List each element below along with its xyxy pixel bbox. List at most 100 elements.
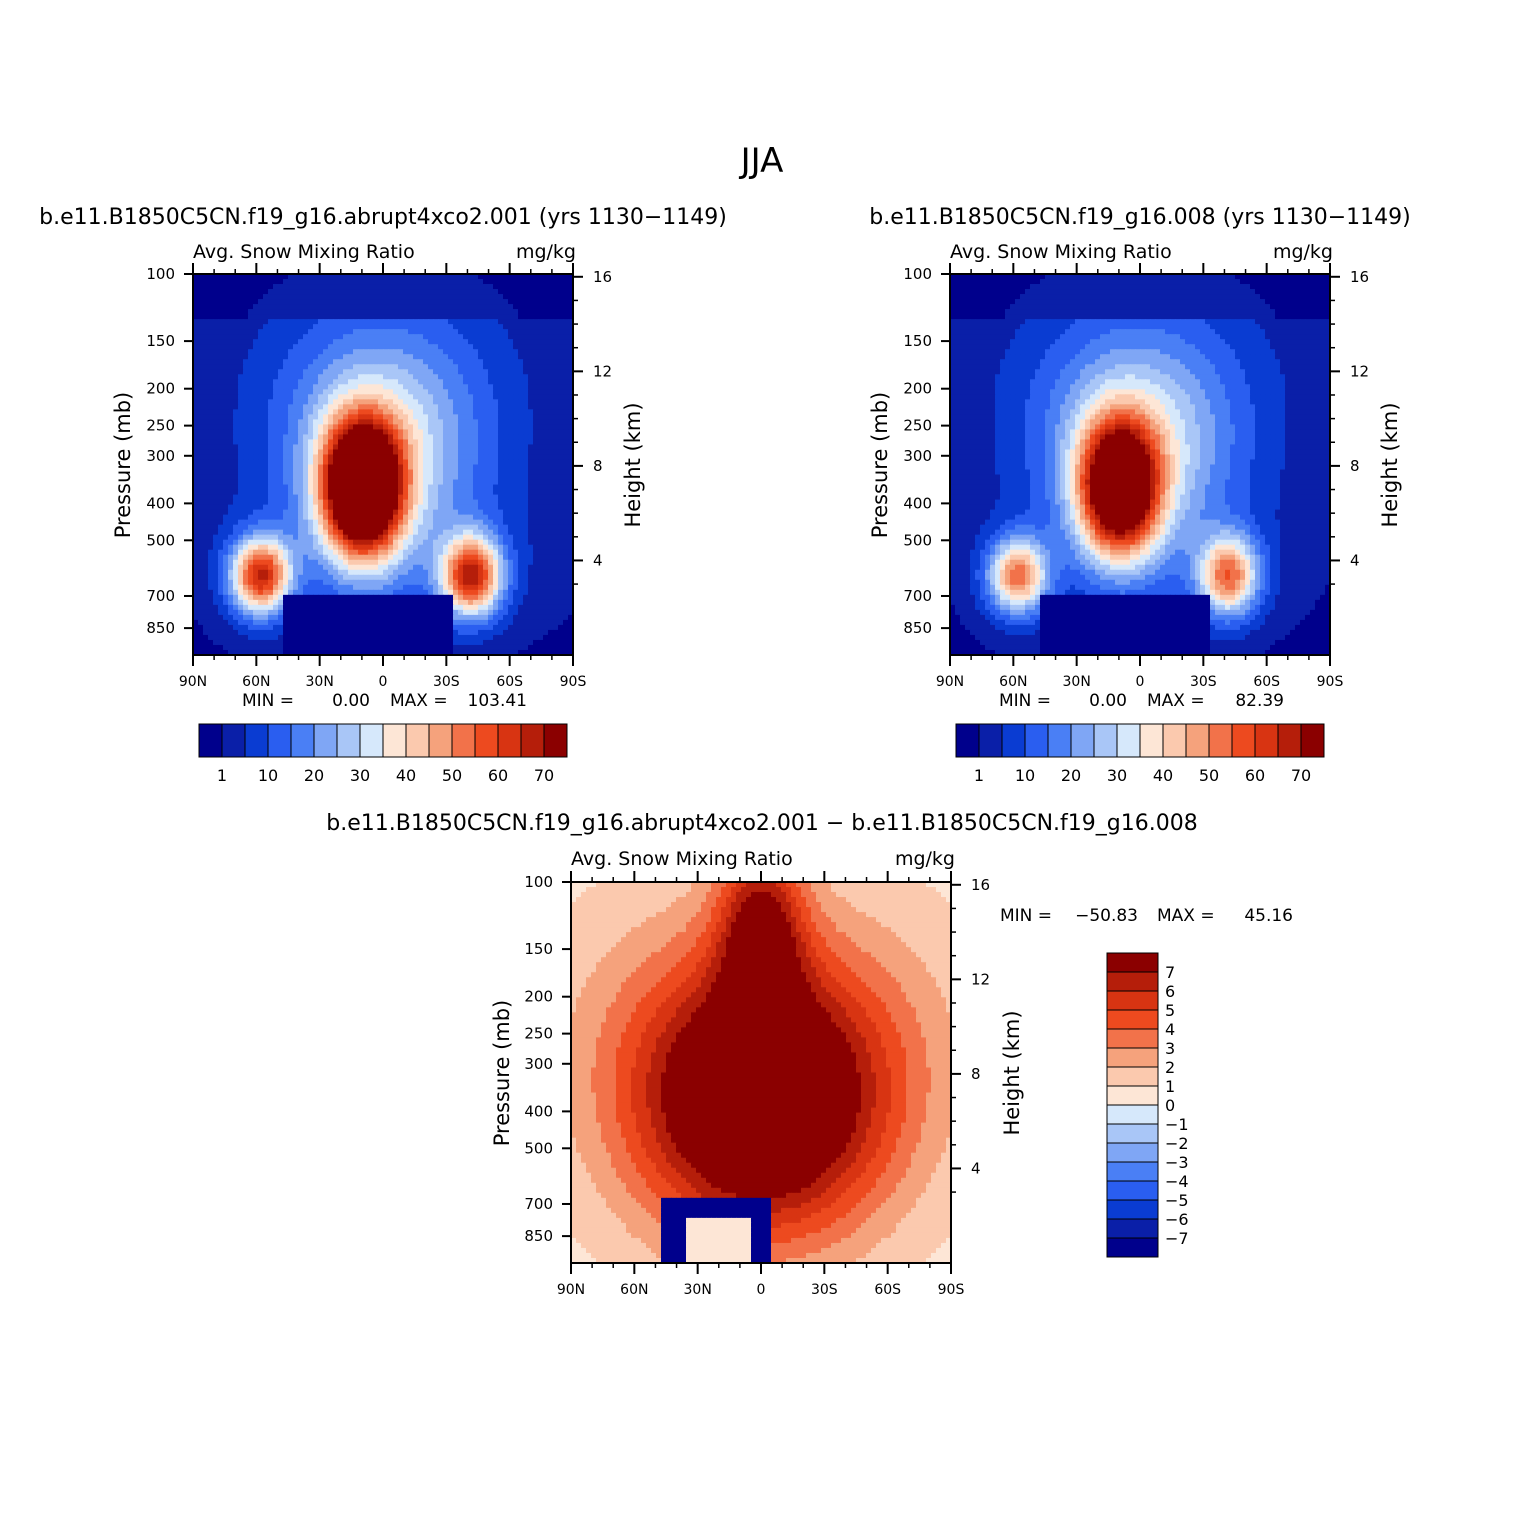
contour-cell [523, 339, 529, 345]
contour-cell [338, 549, 344, 556]
contour-cell [438, 524, 444, 531]
contour-cell [213, 449, 219, 456]
contour-cell [268, 399, 274, 405]
contour-cell [398, 574, 404, 581]
contour-cell [263, 289, 269, 295]
contour-cell [493, 319, 499, 325]
contour-cell [413, 569, 419, 576]
contour-cell [463, 434, 469, 441]
contour-cell [473, 519, 479, 526]
contour-cell [518, 344, 524, 350]
contour-cell [308, 554, 314, 561]
contour-cell [208, 409, 214, 415]
contour-cell [358, 569, 364, 576]
contour-cell [248, 339, 254, 345]
contour-cell [458, 474, 464, 481]
contour-cell [508, 424, 514, 430]
contour-cell [453, 274, 459, 280]
contour-cell [273, 274, 279, 280]
contour-cell [558, 494, 564, 501]
contour-cell [253, 294, 259, 300]
contour-cell [513, 314, 519, 320]
contour-cell [198, 454, 204, 461]
contour-cell [543, 584, 549, 591]
contour-cell [513, 594, 519, 601]
contour-cell [233, 369, 239, 375]
contour-cell [503, 349, 509, 355]
contour-cell [223, 329, 229, 335]
contour-cell [563, 519, 569, 526]
contour-cell [298, 284, 304, 290]
contour-cell [393, 569, 399, 576]
contour-cell [323, 274, 329, 280]
contour-cell [243, 394, 249, 400]
contour-cell [273, 359, 279, 365]
contour-cell [408, 379, 414, 385]
contour-cell [198, 399, 204, 405]
contour-cell [383, 389, 389, 395]
contour-cell [448, 549, 454, 556]
contour-cell [313, 299, 319, 305]
contour-cell [393, 514, 399, 521]
contour-cell [443, 394, 449, 400]
contour-cell [338, 279, 344, 285]
contour-cell [363, 384, 369, 390]
contour-cell [203, 559, 209, 566]
contour-cell [423, 494, 429, 501]
contour-cell [303, 384, 309, 390]
contour-cell [358, 459, 364, 466]
contour-cell [203, 474, 209, 481]
contour-cell [328, 454, 334, 461]
contour-cell [443, 389, 449, 395]
contour-cell [283, 359, 289, 365]
contour-cell [443, 434, 449, 441]
contour-cell [353, 454, 359, 461]
contour-cell [543, 504, 549, 511]
contour-cell [218, 524, 224, 531]
contour-cell [208, 399, 214, 405]
contour-cell [318, 509, 324, 516]
contour-cell [498, 504, 504, 511]
contour-cell [228, 274, 234, 280]
contour-cell [483, 554, 489, 561]
contour-cell [463, 414, 469, 420]
contour-cell [493, 549, 499, 556]
contour-cell [308, 274, 314, 280]
contour-cell [343, 284, 349, 290]
contour-cell [408, 484, 414, 491]
contour-cell [198, 309, 204, 315]
contour-cell [288, 279, 294, 285]
contour-cell [398, 344, 404, 350]
contour-cell [238, 304, 244, 310]
contour-cell [533, 589, 539, 596]
contour-cell [433, 344, 439, 350]
contour-cell [218, 439, 224, 446]
contour-cell [458, 454, 464, 461]
contour-cell [388, 404, 394, 410]
contour-cell [208, 389, 214, 395]
contour-cell [518, 324, 524, 330]
contour-cell [403, 314, 409, 320]
contour-cell [353, 364, 359, 370]
contour-cell [368, 339, 374, 345]
contour-cell [458, 564, 464, 571]
contour-cell [473, 539, 479, 546]
contour-cell [528, 434, 534, 441]
contour-cell [448, 564, 454, 571]
contour-cell [348, 394, 354, 400]
contour-cell [463, 274, 469, 280]
contour-cell [243, 324, 249, 330]
contour-cell [273, 569, 279, 576]
contour-cell [483, 484, 489, 491]
contour-cell [208, 584, 214, 591]
contour-cell [218, 529, 224, 536]
contour-cell [193, 469, 199, 476]
contour-cell [238, 334, 244, 340]
contour-cell [263, 334, 269, 340]
contour-cell [303, 579, 309, 586]
contour-cell [543, 334, 549, 340]
contour-cell [508, 524, 514, 531]
contour-cell [298, 429, 304, 436]
contour-cell [258, 404, 264, 410]
contour-cell [433, 379, 439, 385]
